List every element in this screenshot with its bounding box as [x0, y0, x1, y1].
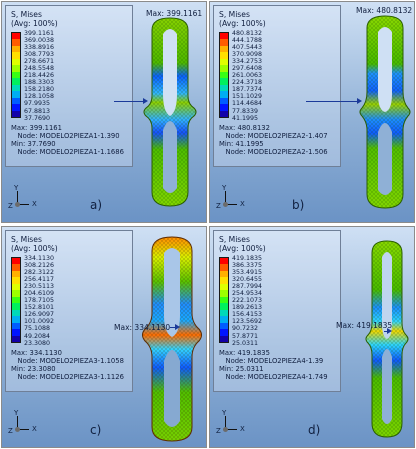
- coordinate-triad-d: Y X Z: [216, 409, 252, 439]
- panel-d: S, Mises (Avg: 100%) 419.1835 386.3375 3…: [209, 226, 415, 448]
- legend-colorbar-b: [219, 32, 229, 118]
- leader-line-a: [114, 101, 144, 102]
- legend-colorbar-a: [11, 32, 21, 118]
- triad-x-label-d: X: [240, 425, 245, 433]
- legend-values-d: 419.1835 386.3375 353.4915 320.6455 287.…: [232, 255, 263, 347]
- triad-y-label-c: Y: [14, 409, 19, 417]
- triad-y-axis-c: [17, 416, 18, 428]
- specimen-c: [142, 236, 202, 442]
- legend-info-b: Max: 480.8132 Node: MODELO2PIEZA2-1.407 …: [219, 124, 328, 157]
- specimen-d: [365, 240, 409, 438]
- triad-z-label-a: Z: [8, 202, 13, 210]
- max-callout-d: Max: 419.1835: [336, 321, 393, 330]
- max-callout-c: Max: 334.1130: [114, 323, 171, 332]
- legend-colorbar-d: [219, 257, 229, 343]
- legend-info-a: Max: 399.1161 Node: MODELO2PIEZA1-1.390 …: [11, 124, 124, 157]
- legend-box-b: S, Mises (Avg: 100%) 480.8132 444.1788 4…: [213, 5, 341, 167]
- panel-a: S, Mises (Avg: 100%) 399.1161 369.0038 3…: [1, 1, 207, 223]
- triad-y-axis-a: [17, 191, 18, 203]
- legend-title-d: S, Mises (Avg: 100%): [219, 235, 266, 253]
- triad-origin-c: [15, 427, 20, 432]
- triad-z-label-d: Z: [216, 427, 221, 435]
- triad-x-label-c: X: [32, 425, 37, 433]
- triad-z-label-c: Z: [8, 427, 13, 435]
- triad-x-axis-b: [226, 204, 237, 205]
- max-callout-b: Max: 480.8132: [356, 6, 413, 15]
- triad-z-label-b: Z: [216, 202, 221, 210]
- coordinate-triad-b: Y X Z: [216, 184, 252, 214]
- leader-arrow-d: [387, 328, 392, 334]
- triad-y-label-a: Y: [14, 184, 19, 192]
- legend-box-c: S, Mises (Avg: 100%) 334.1130 308.2126 2…: [5, 230, 133, 392]
- coordinate-triad-c: Y X Z: [8, 409, 44, 439]
- triad-y-label-d: Y: [222, 409, 227, 417]
- triad-y-axis-d: [225, 416, 226, 428]
- specimen-b: [359, 15, 411, 209]
- leader-arrow-a: [143, 98, 148, 104]
- legend-colorbar-c: [11, 257, 21, 343]
- legend-title-a: S, Mises (Avg: 100%): [11, 10, 58, 28]
- max-callout-a: Max: 399.1161: [146, 9, 203, 18]
- leader-line-d: [384, 331, 388, 332]
- panel-letter-c: c): [90, 423, 102, 437]
- legend-title-b: S, Mises (Avg: 100%): [219, 10, 266, 28]
- legend-info-c: Max: 334.1130 Node: MODELO2PIEZA3-1.1058…: [11, 349, 124, 382]
- triad-x-axis-a: [18, 204, 29, 205]
- legend-box-d: S, Mises (Avg: 100%) 419.1835 386.3375 3…: [213, 230, 341, 392]
- triad-origin-b: [223, 202, 228, 207]
- panel-b: S, Mises (Avg: 100%) 480.8132 444.1788 4…: [209, 1, 415, 223]
- legend-title-c: S, Mises (Avg: 100%): [11, 235, 58, 253]
- specimen-a: [143, 17, 197, 207]
- triad-origin-a: [15, 202, 20, 207]
- legend-values-b: 480.8132 444.1788 407.5443 370.9098 334.…: [232, 30, 263, 122]
- triad-y-label-b: Y: [222, 184, 227, 192]
- legend-box-a: S, Mises (Avg: 100%) 399.1161 369.0038 3…: [5, 5, 133, 167]
- panel-letter-d: d): [308, 423, 321, 437]
- panel-letter-a: a): [90, 198, 103, 212]
- legend-values-c: 334.1130 308.2126 282.3122 256.4117 230.…: [24, 255, 55, 347]
- triad-x-axis-c: [18, 429, 29, 430]
- triad-x-axis-d: [226, 429, 237, 430]
- leader-arrow-b: [357, 98, 362, 104]
- legend-values-a: 399.1161 369.0038 338.8916 308.7793 278.…: [24, 30, 55, 122]
- triad-x-label-b: X: [240, 200, 245, 208]
- leader-line-c: [170, 327, 176, 328]
- triad-x-label-a: X: [32, 200, 37, 208]
- panel-letter-b: b): [292, 198, 305, 212]
- legend-info-d: Max: 419.1835 Node: MODELO2PIEZA4-1.39 M…: [219, 349, 328, 382]
- leader-arrow-c: [175, 324, 180, 330]
- triad-y-axis-b: [225, 191, 226, 203]
- leader-line-b: [306, 101, 358, 102]
- coordinate-triad-a: Y X Z: [8, 184, 44, 214]
- triad-origin-d: [223, 427, 228, 432]
- panel-c: S, Mises (Avg: 100%) 334.1130 308.2126 2…: [1, 226, 207, 448]
